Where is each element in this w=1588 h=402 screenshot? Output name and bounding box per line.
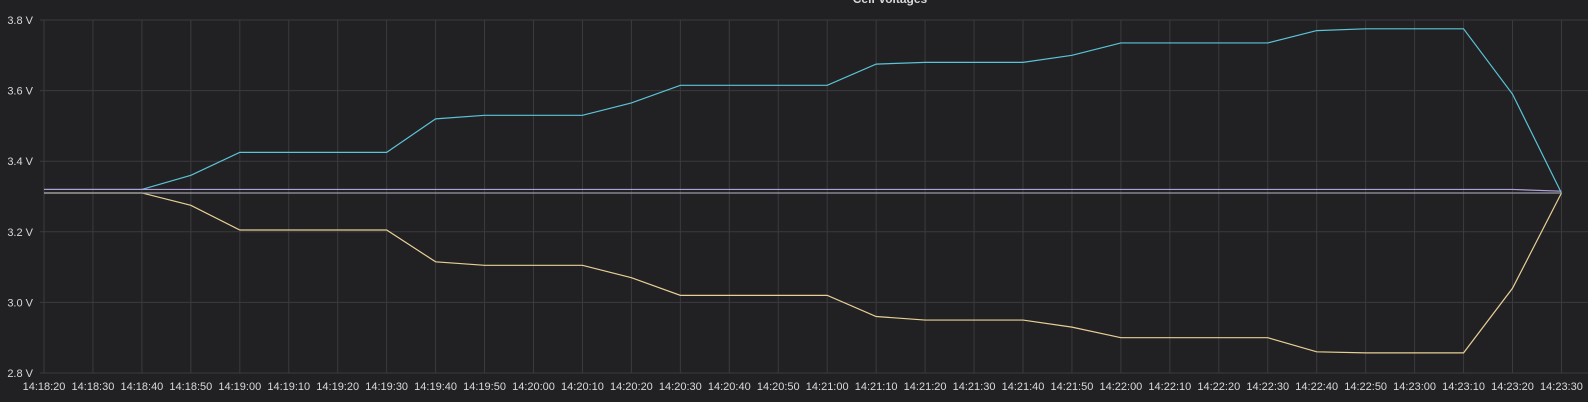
x-tick-label: 14:21:00	[806, 381, 849, 393]
x-tick-label: 14:18:50	[169, 381, 212, 393]
x-tick-label: 14:18:30	[72, 381, 115, 393]
series-line	[44, 28, 1562, 194]
x-tick-label: 14:23:00	[1393, 381, 1436, 393]
x-tick-label: 14:21:40	[1002, 381, 1045, 393]
x-tick-label: 14:22:50	[1344, 381, 1387, 393]
x-tick-label: 14:22:30	[1246, 381, 1289, 393]
series-line	[44, 188, 1562, 192]
x-tick-label: 14:18:20	[23, 381, 66, 393]
x-tick-label: 14:21:30	[953, 381, 996, 393]
y-tick-label: 2.8 V	[7, 368, 33, 380]
x-tick-label: 14:23:10	[1442, 381, 1485, 393]
x-tick-label: 14:23:20	[1491, 381, 1534, 393]
x-tick-label: 14:19:30	[365, 381, 408, 393]
series-line	[44, 192, 1562, 354]
x-tick-label: 14:20:40	[708, 381, 751, 393]
x-tick-label: 14:22:40	[1295, 381, 1338, 393]
y-tick-label: 3.0 V	[7, 297, 33, 309]
x-tick-label: 14:23:30	[1540, 381, 1583, 393]
y-tick-label: 3.8 V	[7, 15, 33, 27]
x-tick-label: 14:20:30	[659, 381, 702, 393]
x-tick-label: 14:19:00	[218, 381, 261, 393]
x-tick-label: 14:22:20	[1197, 381, 1240, 393]
y-tick-label: 3.2 V	[7, 227, 33, 239]
x-tick-label: 14:20:20	[610, 381, 653, 393]
x-tick-label: 14:21:50	[1051, 381, 1094, 393]
y-tick-label: 3.4 V	[7, 156, 33, 168]
x-tick-label: 14:21:20	[904, 381, 947, 393]
x-tick-label: 14:22:00	[1099, 381, 1142, 393]
x-tick-label: 14:18:40	[120, 381, 163, 393]
x-tick-label: 14:19:20	[316, 381, 359, 393]
x-tick-label: 14:20:10	[561, 381, 604, 393]
x-tick-label: 14:19:40	[414, 381, 457, 393]
x-tick-label: 14:19:10	[267, 381, 310, 393]
x-tick-label: 14:22:10	[1148, 381, 1191, 393]
x-tick-label: 14:21:10	[855, 381, 898, 393]
chart-title: Cell Voltages	[853, 0, 928, 6]
x-tick-label: 14:20:50	[757, 381, 800, 393]
x-tick-label: 14:19:50	[463, 381, 506, 393]
y-tick-label: 3.6 V	[7, 86, 33, 98]
x-tick-label: 14:20:00	[512, 381, 555, 393]
